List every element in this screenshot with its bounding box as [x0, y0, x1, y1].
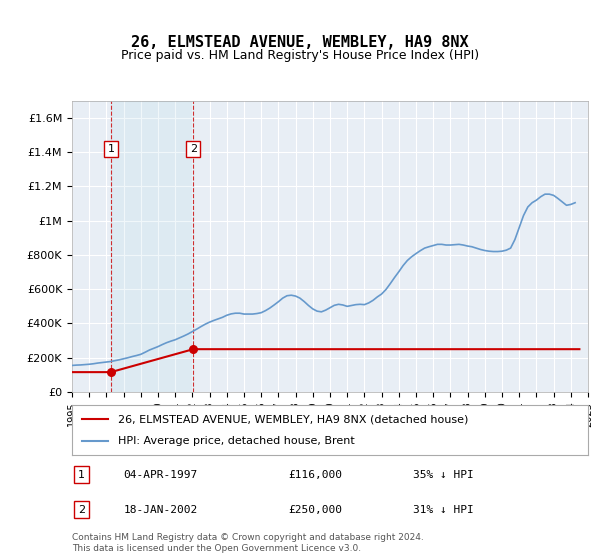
Text: 18-JAN-2002: 18-JAN-2002 — [124, 505, 198, 515]
Text: Contains HM Land Registry data © Crown copyright and database right 2024.
This d: Contains HM Land Registry data © Crown c… — [72, 533, 424, 553]
Text: 26, ELMSTEAD AVENUE, WEMBLEY, HA9 8NX: 26, ELMSTEAD AVENUE, WEMBLEY, HA9 8NX — [131, 35, 469, 50]
Bar — [111, 101, 193, 392]
Text: 1: 1 — [78, 470, 85, 479]
Text: £116,000: £116,000 — [289, 470, 343, 479]
Text: HPI: Average price, detached house, Brent: HPI: Average price, detached house, Bren… — [118, 436, 355, 446]
Text: £250,000: £250,000 — [289, 505, 343, 515]
Point — [188, 345, 198, 354]
Point — [106, 368, 116, 377]
Text: Price paid vs. HM Land Registry's House Price Index (HPI): Price paid vs. HM Land Registry's House … — [121, 49, 479, 62]
Text: 31% ↓ HPI: 31% ↓ HPI — [413, 505, 473, 515]
Text: 04-APR-1997: 04-APR-1997 — [124, 470, 198, 479]
Text: 1: 1 — [107, 144, 115, 154]
Text: 2: 2 — [190, 144, 197, 154]
Text: 26, ELMSTEAD AVENUE, WEMBLEY, HA9 8NX (detached house): 26, ELMSTEAD AVENUE, WEMBLEY, HA9 8NX (d… — [118, 414, 469, 424]
Text: 2: 2 — [78, 505, 85, 515]
Text: 35% ↓ HPI: 35% ↓ HPI — [413, 470, 473, 479]
